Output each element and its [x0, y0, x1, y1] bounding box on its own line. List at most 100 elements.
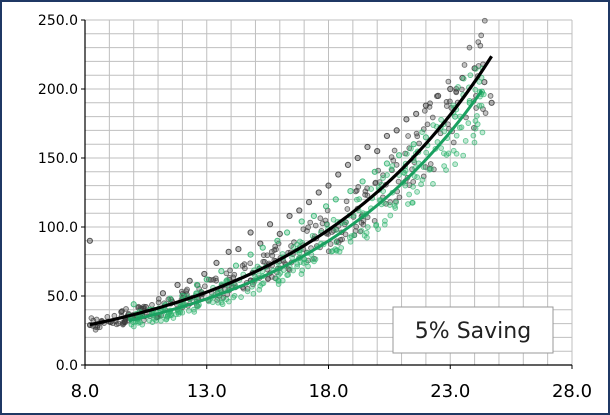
scatter-point — [344, 206, 351, 212]
scatter-point — [190, 306, 197, 313]
scatter-point — [418, 181, 424, 188]
scatter-point — [254, 263, 261, 270]
scatter-point — [333, 248, 340, 254]
scatter-point — [488, 99, 495, 106]
scatter-point — [410, 178, 417, 185]
scatter-point — [380, 175, 386, 181]
trend-layer — [89, 55, 493, 327]
scatter-point — [309, 256, 316, 263]
scatter-point — [371, 168, 378, 175]
scatter-point — [219, 301, 226, 308]
scatter-point — [325, 182, 332, 189]
scatter-point — [175, 311, 182, 317]
scatter-point — [368, 186, 374, 192]
scatter-point — [230, 274, 237, 281]
scatter-point — [470, 132, 477, 139]
scatter-point — [120, 319, 126, 326]
scatter-point — [389, 163, 396, 169]
scatter-point — [274, 237, 281, 244]
x-tick-label: 28.0 — [552, 381, 592, 402]
scatter-point — [447, 85, 454, 93]
scatter-point — [167, 295, 174, 302]
scatter-point — [247, 251, 254, 258]
scatter-point — [421, 107, 428, 114]
scatter-point — [284, 272, 290, 278]
scatter-point — [307, 219, 314, 226]
annotation-rect — [392, 306, 554, 354]
scatter-point — [396, 152, 403, 159]
scatter-point — [466, 97, 473, 104]
y-tick-label: 200.0 — [38, 82, 78, 98]
scatter-point — [146, 317, 153, 324]
scatter-point — [458, 124, 465, 131]
scatter-point — [223, 270, 230, 277]
scatter-point — [213, 259, 220, 266]
scatter-point — [423, 149, 430, 156]
scatter-point — [428, 166, 434, 172]
scatter-point — [481, 17, 488, 24]
scatter-point — [212, 275, 219, 282]
tick-labels: 0.0 50.0 100.0 150.0 200.0 250.0 8.0 13.0 18.0 23… — [38, 13, 592, 402]
scatter-point — [409, 166, 415, 173]
scatter-point — [201, 270, 208, 278]
scatter-point — [410, 183, 416, 190]
scatter-point — [309, 232, 316, 239]
scatter-point — [459, 86, 465, 93]
scatter-point — [299, 267, 306, 274]
annotation-box: 5% Saving — [392, 306, 554, 354]
scatter-point — [201, 283, 208, 290]
scatter-point — [452, 161, 458, 168]
scatter-point — [403, 151, 410, 157]
scatter-point — [445, 78, 452, 85]
scatter-point — [427, 161, 434, 167]
scatter-point — [363, 229, 370, 236]
scatter-point — [406, 191, 412, 198]
scatter-point — [353, 223, 360, 230]
scatter-point — [235, 245, 242, 253]
scatter-point — [268, 248, 275, 255]
scatter-point — [441, 163, 447, 169]
x-tick-label: 8.0 — [71, 381, 100, 402]
scatter-point — [123, 306, 129, 312]
scatter-point — [429, 114, 436, 121]
scatter-point — [405, 133, 411, 139]
scatter-point — [332, 196, 339, 203]
scatter-point — [466, 44, 473, 51]
scatter-point — [322, 203, 330, 210]
scatter-point — [194, 303, 201, 310]
scatter-point — [178, 288, 185, 295]
scatter-point — [403, 116, 410, 123]
series-0 — [86, 17, 495, 333]
trend-line-0 — [89, 55, 493, 327]
x-tick-label: 18.0 — [308, 381, 348, 402]
scatter-point — [219, 295, 226, 302]
scatter-point — [364, 143, 371, 151]
y-tick-label: 50.0 — [47, 289, 78, 305]
scatter-point — [351, 232, 358, 238]
scatter-point — [276, 230, 283, 237]
scatter-point — [359, 178, 366, 185]
scatter-point — [360, 221, 367, 228]
y-tick-label: 150.0 — [38, 151, 78, 167]
scatter-point — [382, 218, 388, 224]
scatter-point — [447, 98, 453, 105]
scatter-point — [327, 241, 334, 247]
scatter-point — [290, 267, 296, 274]
scatter-point — [312, 222, 319, 229]
trend-line-1 — [128, 89, 484, 323]
scatter-point — [259, 244, 266, 251]
scatter-point — [433, 93, 440, 99]
scatter-point — [487, 93, 494, 99]
scatter-point — [354, 154, 361, 162]
scatter-point — [416, 140, 422, 147]
scatter-point — [174, 281, 181, 289]
scatter-point — [478, 32, 485, 39]
scatter-point — [92, 326, 99, 333]
x-tick-label: 13.0 — [187, 381, 227, 402]
y-tick-label: 100.0 — [38, 220, 78, 236]
scatter-point — [186, 277, 193, 284]
scatter-point — [443, 103, 450, 109]
scatter-point — [474, 113, 480, 119]
scatter-point — [472, 125, 479, 132]
scatter-point — [338, 245, 345, 251]
